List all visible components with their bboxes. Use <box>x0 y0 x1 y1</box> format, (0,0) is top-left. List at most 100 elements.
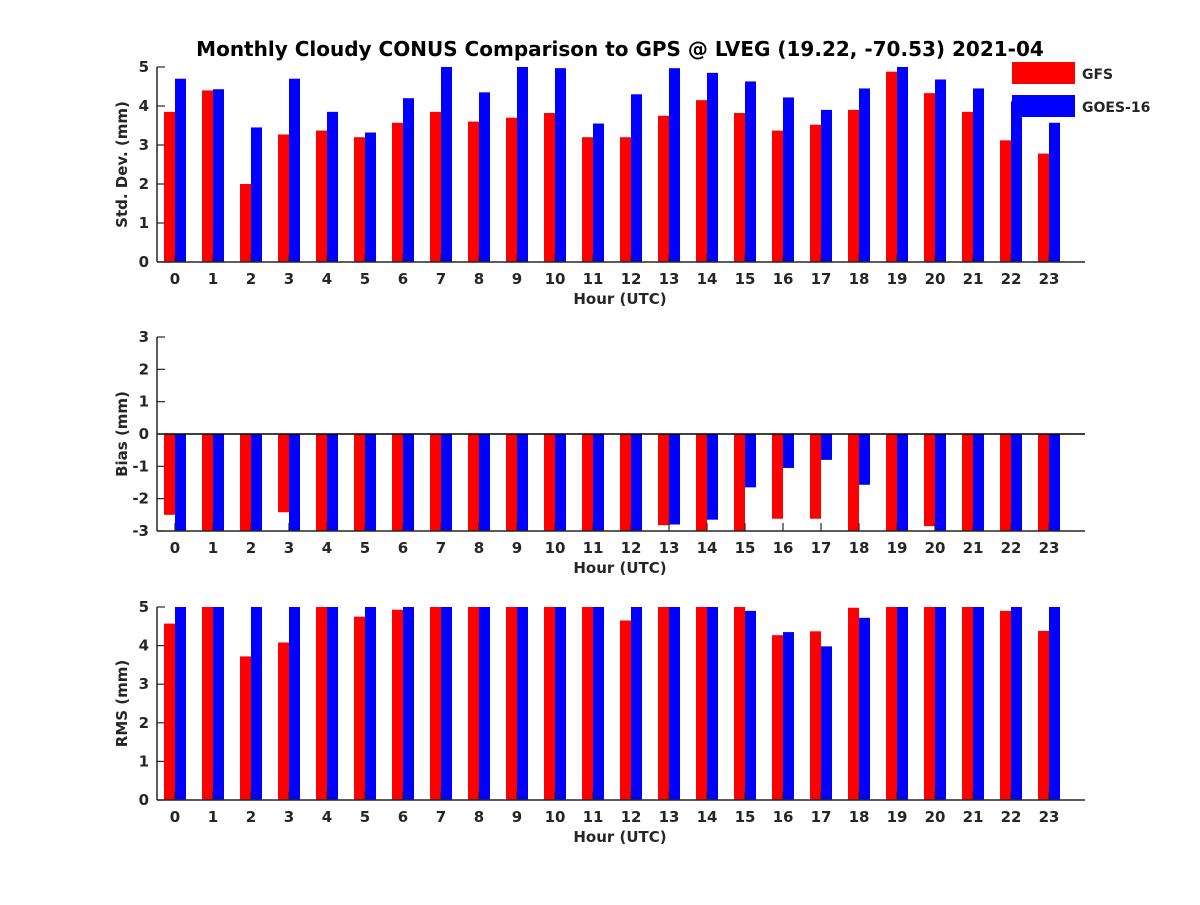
x-tick-label: 5 <box>360 539 370 557</box>
bar-gfs-hour-0: GFS 0: 4.57 <box>164 623 175 800</box>
bar-gfs-hour-6: GFS 6: 3.57 <box>392 122 403 263</box>
x-tick-label: 18 <box>849 270 870 288</box>
bar-goes16-hour-6: GOES-16 6: 4.2 <box>403 98 414 262</box>
bar-gfs-hour-0: GFS 0: -2.5 <box>164 434 175 515</box>
x-tick-label: 6 <box>398 270 408 288</box>
x-tick-label: 0 <box>170 270 180 288</box>
x-tick-label: 19 <box>887 270 908 288</box>
bar-goes16-hour-9: GOES-16 9: 5 <box>517 607 528 800</box>
bar-gfs-hour-2: GFS 2: -3 <box>240 434 251 531</box>
bar-goes16-hour-1: GOES-16 1: 5 <box>213 607 224 800</box>
bar-goes16-hour-12: GOES-16 12: 4.3 <box>631 94 642 262</box>
bar-gfs-hour-20: GFS 20: 4.33 <box>924 93 935 262</box>
bar-gfs-hour-4: GFS 4: 3.37 <box>316 130 327 262</box>
bar-goes16-hour-23: GOES-16 23: -3 <box>1049 434 1060 531</box>
panel-1: GFS 0: 3.85 GFS 1: 4.4 GFS 2: 2 GFS 3: 3.27… <box>113 58 1085 308</box>
x-tick-label: 1 <box>208 539 218 557</box>
bar-gfs-hour-2: GFS 2: 2 <box>240 184 251 262</box>
y-axis-label: RMS (mm) <box>113 660 131 747</box>
bar-goes16-hour-12: GOES-16 12: -3 <box>631 434 642 531</box>
bar-gfs-hour-11: GFS 11: 3.2 <box>582 137 593 262</box>
bar-goes16-hour-22: GOES-16 22: 5 <box>1011 607 1022 800</box>
bar-goes16-hour-18: GOES-16 18: 4.72 <box>859 617 870 800</box>
bar-gfs-hour-5: GFS 5: -3 <box>354 434 365 531</box>
legend: GFS GOES-16 <box>1012 62 1150 117</box>
bar-goes16-hour-12: GOES-16 12: 5 <box>631 607 642 800</box>
bar-gfs-hour-16: GFS 16: 4.27 <box>772 635 783 800</box>
x-tick-label: 14 <box>697 539 718 557</box>
bar-gfs-hour-15: GFS 15: 5 <box>734 607 745 800</box>
x-tick-label: 2 <box>246 539 256 557</box>
bar-gfs-hour-11: GFS 11: -3 <box>582 434 593 531</box>
x-tick-label: 10 <box>545 808 566 826</box>
x-tick-label: 1 <box>208 808 218 826</box>
bar-goes16-hour-10: GOES-16 10: 4.97 <box>555 68 566 262</box>
bar-goes16-hour-22: GOES-16 22: -3 <box>1011 434 1022 531</box>
y-tick-label: 4 <box>139 97 149 115</box>
bar-gfs-hour-19: GFS 19: 4.88 <box>886 71 897 263</box>
bar-gfs-hour-10: GFS 10: -3 <box>544 434 555 531</box>
bar-gfs-hour-12: GFS 12: 4.65 <box>620 620 631 800</box>
bar-gfs-hour-15: GFS 15: 3.82 <box>734 113 745 263</box>
bar-goes16-hour-17: GOES-16 17: 3.98 <box>821 646 832 800</box>
bar-goes16-hour-4: GOES-16 4: 5 <box>327 607 338 800</box>
bar-gfs-hour-22: GFS 22: -3 <box>1000 434 1011 531</box>
bar-gfs-hour-22: GFS 22: 4.9 <box>1000 610 1011 800</box>
x-tick-label: 15 <box>735 539 756 557</box>
bar-goes16-hour-9: GOES-16 9: -3 <box>517 434 528 531</box>
bar-gfs-hour-19: GFS 19: -3 <box>886 434 897 531</box>
x-tick-label: 18 <box>849 808 870 826</box>
bar-goes16-hour-6: GOES-16 6: -3 <box>403 434 414 531</box>
bar-goes16-hour-3: GOES-16 3: 5 <box>289 607 300 800</box>
x-tick-label: 3 <box>284 270 294 288</box>
x-axis-label: Hour (UTC) <box>573 559 666 577</box>
bar-goes16-hour-5: GOES-16 5: 5 <box>365 607 376 800</box>
bar-goes16-hour-7: GOES-16 7: 5 <box>441 607 452 800</box>
bar-gfs-hour-1: GFS 1: -3 <box>202 434 213 531</box>
bar-goes16-hour-13: GOES-16 13: 4.97 <box>669 68 680 262</box>
y-tick-label: -1 <box>132 457 149 475</box>
bar-goes16-hour-1: GOES-16 1: -3 <box>213 434 224 531</box>
bar-goes16-hour-2: GOES-16 2: 3.45 <box>251 127 262 262</box>
x-tick-label: 9 <box>512 539 522 557</box>
y-tick-label: 1 <box>139 214 149 232</box>
bar-goes16-hour-21: GOES-16 21: 4.45 <box>973 88 984 262</box>
bar-goes16-hour-0: GOES-16 0: -3 <box>175 434 186 531</box>
x-tick-label: 20 <box>925 539 946 557</box>
y-tick-label: 1 <box>139 752 149 770</box>
y-tick-label: 1 <box>139 393 149 411</box>
x-tick-label: 2 <box>246 808 256 826</box>
bar-gfs-hour-13: GFS 13: 3.75 <box>658 115 669 262</box>
x-tick-label: 7 <box>436 270 446 288</box>
bar-goes16-hour-17: GOES-16 17: -0.8 <box>821 434 832 460</box>
bar-gfs-hour-0: GFS 0: 3.85 <box>164 111 175 262</box>
bar-gfs-hour-1: GFS 1: 4.4 <box>202 90 213 263</box>
bar-gfs-hour-5: GFS 5: 3.2 <box>354 137 365 262</box>
x-tick-label: 15 <box>735 270 756 288</box>
x-tick-label: 22 <box>1001 539 1022 557</box>
bar-goes16-hour-18: GOES-16 18: 4.45 <box>859 88 870 262</box>
bar-gfs-hour-15: GFS 15: -3 <box>734 434 745 531</box>
bar-goes16-hour-10: GOES-16 10: 5 <box>555 607 566 800</box>
bar-goes16-hour-16: GOES-16 16: 4.22 <box>783 97 794 262</box>
bar-goes16-hour-23: GOES-16 23: 5 <box>1049 607 1060 800</box>
y-tick-label: 2 <box>139 175 149 193</box>
bar-gfs-hour-17: GFS 17: -2.62 <box>810 434 821 519</box>
x-tick-label: 16 <box>773 270 794 288</box>
bar-goes16-hour-16: GOES-16 16: -1.05 <box>783 434 794 468</box>
x-tick-label: 23 <box>1039 808 1060 826</box>
bar-gfs-hour-8: GFS 8: 5 <box>468 607 479 800</box>
x-tick-label: 7 <box>436 539 446 557</box>
bar-goes16-hour-19: GOES-16 19: -3 <box>897 434 908 531</box>
bar-gfs-hour-21: GFS 21: 5 <box>962 607 973 800</box>
legend-swatch-gfs <box>1012 62 1075 84</box>
y-tick-label: 3 <box>139 136 149 154</box>
x-tick-label: 14 <box>697 808 718 826</box>
y-tick-label: 0 <box>139 791 149 809</box>
bar-gfs-hour-10: GFS 10: 5 <box>544 607 555 800</box>
bar-goes16-hour-8: GOES-16 8: -3 <box>479 434 490 531</box>
bar-gfs-hour-17: GFS 17: 4.37 <box>810 631 821 800</box>
bar-goes16-hour-7: GOES-16 7: 5 <box>441 67 452 262</box>
x-tick-label: 17 <box>811 539 832 557</box>
